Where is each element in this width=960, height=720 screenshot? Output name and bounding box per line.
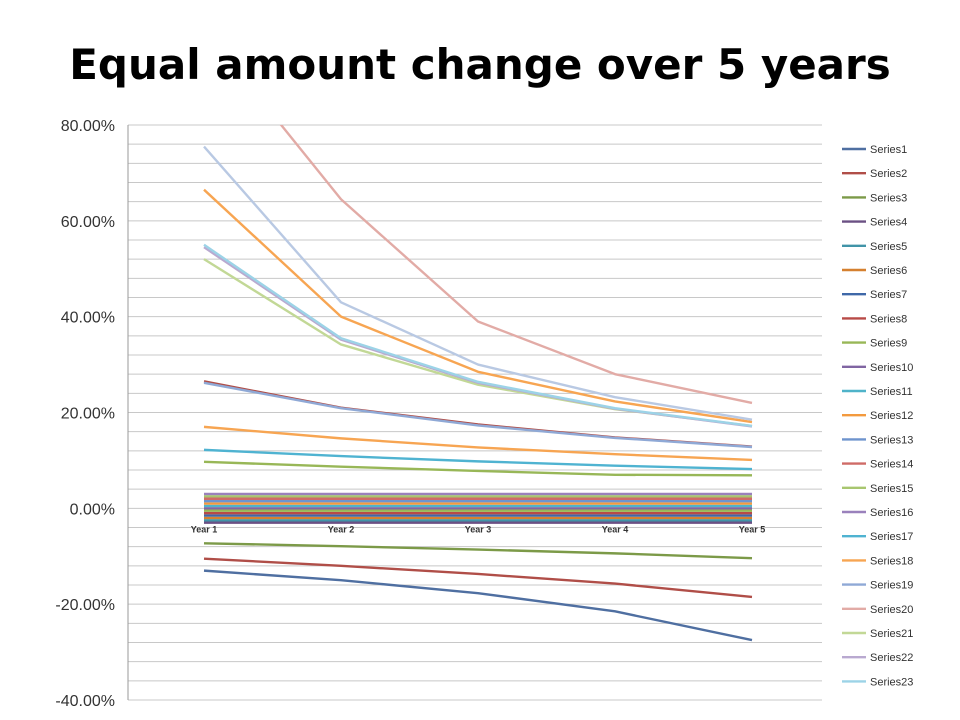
y-tick-label: -40.00%	[55, 693, 115, 710]
legend-label: Series23	[870, 676, 913, 688]
legend-label: Series6	[870, 265, 907, 277]
legend-item: Series12	[842, 410, 913, 422]
y-tick-label: 20.00%	[61, 406, 115, 423]
series-line-series19	[203, 381, 753, 449]
legend-label: Series1	[870, 144, 907, 156]
legend-item: Series9	[842, 338, 907, 350]
y-tick-label: -20.00%	[55, 597, 115, 614]
series-line-series22	[203, 246, 753, 428]
x-tick-label: Year 5	[739, 524, 766, 534]
legend-label: Series4	[870, 217, 907, 229]
x-tick-label: Year 3	[465, 524, 492, 534]
legend-item: Series2	[842, 168, 907, 180]
legend-label: Series3	[870, 192, 907, 204]
legend-item: Series13	[842, 434, 913, 446]
legend-item: Series21	[842, 628, 913, 640]
series-lines	[203, 125, 753, 642]
legend-label: Series2	[870, 168, 907, 180]
legend-item: Series4	[842, 217, 907, 229]
legend-item: Series3	[842, 192, 907, 204]
x-tick-label: Year 1	[191, 524, 218, 534]
y-tick-label: 80.00%	[61, 118, 115, 135]
series-line	[203, 188, 753, 424]
series-line-series21	[203, 258, 753, 428]
series-line-series20	[279, 125, 753, 405]
legend-item: Series14	[842, 459, 913, 471]
legend-item: Series17	[842, 531, 913, 543]
x-axis: Year 1 Year 2 Year 3 Year 4 Year 5	[191, 524, 766, 534]
legend-label: Series21	[870, 628, 913, 640]
legend-label: Series12	[870, 410, 913, 422]
legend-item: Series18	[842, 555, 913, 567]
series-line-series17	[203, 448, 753, 471]
legend-label: Series10	[870, 362, 913, 374]
legend-label: Series22	[870, 652, 913, 664]
legend-label: Series20	[870, 604, 913, 616]
series-line	[203, 145, 753, 421]
legend-label: Series9	[870, 338, 907, 350]
legend-label: Series19	[870, 580, 913, 592]
legend-item: Series7	[842, 289, 907, 301]
x-tick-label: Year 2	[328, 524, 355, 534]
series-line-series2	[203, 557, 753, 599]
legend-item: Series1	[842, 144, 907, 156]
legend-item: Series23	[842, 676, 913, 688]
series-line-series18	[203, 425, 753, 462]
series-line-series3	[203, 542, 753, 560]
legend-item: Series20	[842, 604, 913, 616]
legend-label: Series14	[870, 459, 913, 471]
legend-label: Series8	[870, 313, 907, 325]
y-tick-label: 40.00%	[61, 310, 115, 327]
legend-item: Series10	[842, 362, 913, 374]
legend-item: Series22	[842, 652, 913, 664]
legend-label: Series18	[870, 555, 913, 567]
legend-label: Series13	[870, 434, 913, 446]
legend-item: Series6	[842, 265, 907, 277]
legend-label: Series17	[870, 531, 913, 543]
legend-label: Series5	[870, 241, 907, 253]
series-line	[203, 460, 753, 477]
legend-item: Series16	[842, 507, 913, 519]
legend-item: Series8	[842, 313, 907, 325]
legend-label: Series7	[870, 289, 907, 301]
legend-item: Series19	[842, 580, 913, 592]
legend-item: Series11	[842, 386, 913, 398]
series-line-series23	[203, 243, 753, 428]
series-line-series1	[203, 569, 753, 642]
series-line	[203, 380, 753, 448]
legend: Series1 Series2 Series3 Series4 Series5 Serie…	[842, 144, 913, 688]
y-axis: 80.00% 60.00% 40.00% 20.00% 0.00% -20.00% -40.…	[55, 118, 115, 710]
slide-title: Equal amount change over 5 years	[69, 40, 891, 89]
legend-label: Series16	[870, 507, 913, 519]
legend-label: Series11	[870, 386, 913, 398]
y-tick-label: 60.00%	[61, 214, 115, 231]
x-tick-label: Year 4	[602, 524, 629, 534]
y-tick-label: 0.00%	[70, 501, 115, 518]
legend-label: Series15	[870, 483, 913, 495]
legend-item: Series15	[842, 483, 913, 495]
grid-lines	[127, 124, 822, 701]
legend-item: Series5	[842, 241, 907, 253]
